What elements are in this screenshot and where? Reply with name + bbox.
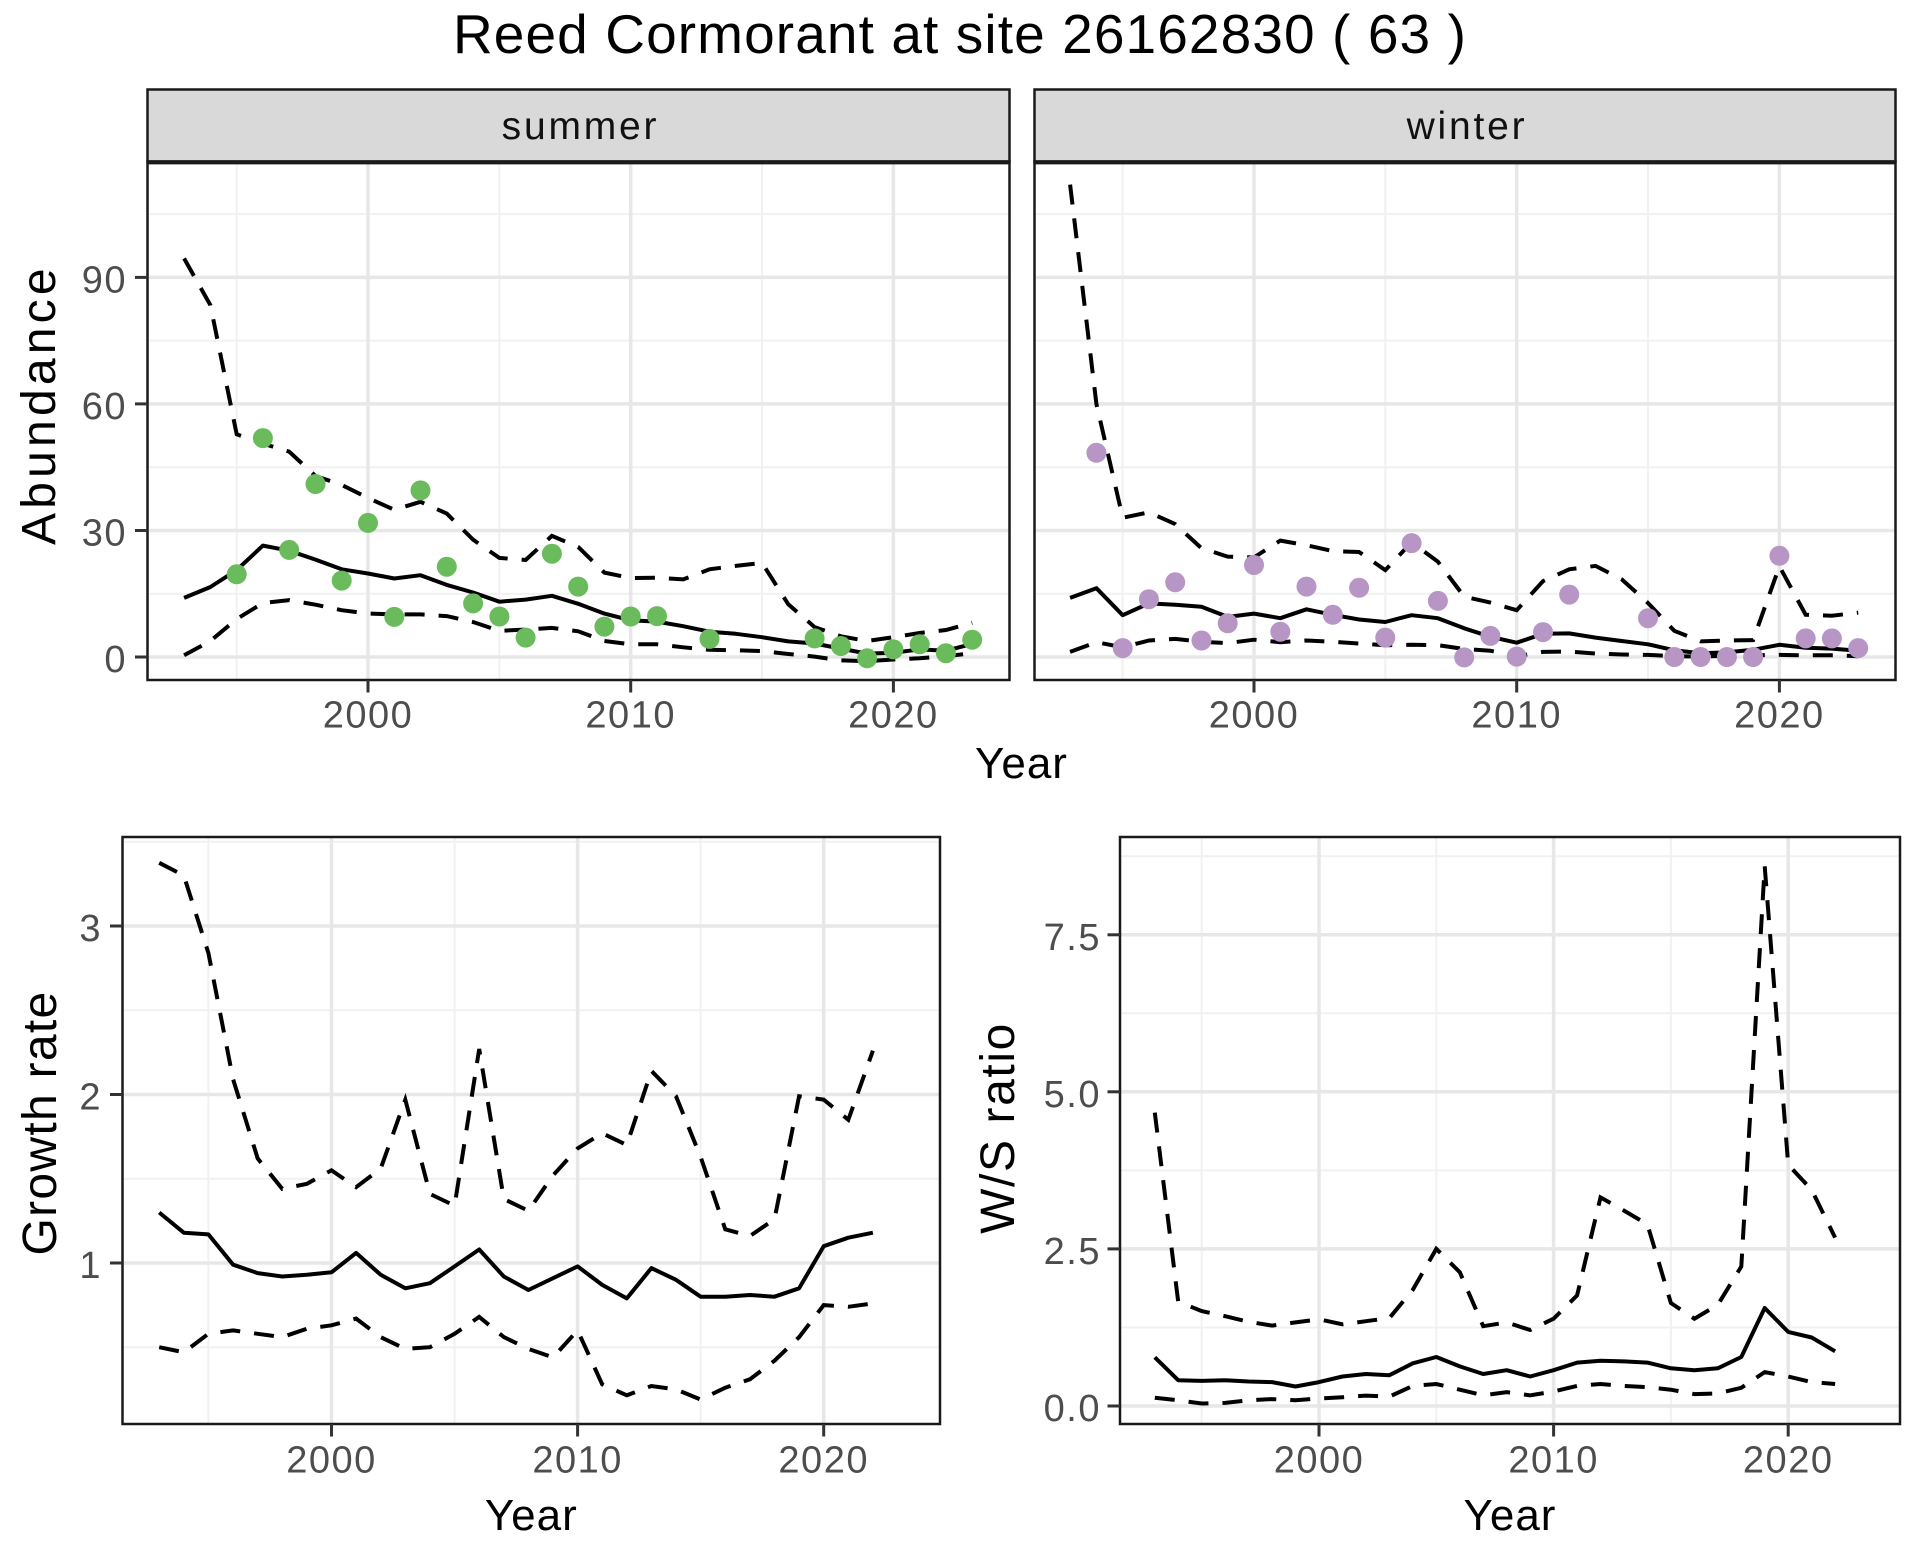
svg-text:2000: 2000 xyxy=(323,695,414,737)
svg-text:2010: 2010 xyxy=(1471,695,1562,737)
svg-text:2000: 2000 xyxy=(1209,695,1300,737)
svg-text:3: 3 xyxy=(79,908,102,950)
svg-text:5.0: 5.0 xyxy=(1044,1074,1101,1116)
svg-text:2020: 2020 xyxy=(1743,1440,1834,1482)
svg-text:summer: summer xyxy=(502,105,660,148)
svg-text:2010: 2010 xyxy=(585,695,676,737)
svg-text:2: 2 xyxy=(79,1077,102,1119)
svg-text:7.5: 7.5 xyxy=(1044,917,1101,959)
svg-text:Growth rate: Growth rate xyxy=(14,990,67,1255)
svg-text:2000: 2000 xyxy=(1274,1440,1365,1482)
svg-text:Year: Year xyxy=(485,1491,578,1540)
svg-text:90: 90 xyxy=(82,259,127,301)
svg-text:60: 60 xyxy=(82,386,127,428)
svg-text:Reed Cormorant at site 2616283: Reed Cormorant at site 26162830 ( 63 ) xyxy=(453,3,1467,65)
svg-text:Year: Year xyxy=(1464,1491,1557,1540)
svg-text:2020: 2020 xyxy=(778,1440,869,1482)
svg-text:2010: 2010 xyxy=(532,1440,623,1482)
svg-text:0: 0 xyxy=(104,639,127,681)
svg-text:winter: winter xyxy=(1406,105,1528,148)
svg-text:W/S ratio: W/S ratio xyxy=(972,1022,1025,1234)
svg-text:2020: 2020 xyxy=(1734,695,1825,737)
svg-text:30: 30 xyxy=(82,513,127,555)
svg-text:2.5: 2.5 xyxy=(1044,1231,1101,1273)
svg-text:0.0: 0.0 xyxy=(1044,1388,1101,1430)
svg-text:Abundance: Abundance xyxy=(13,264,66,545)
svg-text:2020: 2020 xyxy=(848,695,939,737)
svg-text:Year: Year xyxy=(975,739,1068,788)
svg-text:1: 1 xyxy=(79,1245,102,1287)
svg-text:2010: 2010 xyxy=(1508,1440,1599,1482)
svg-text:2000: 2000 xyxy=(286,1440,377,1482)
